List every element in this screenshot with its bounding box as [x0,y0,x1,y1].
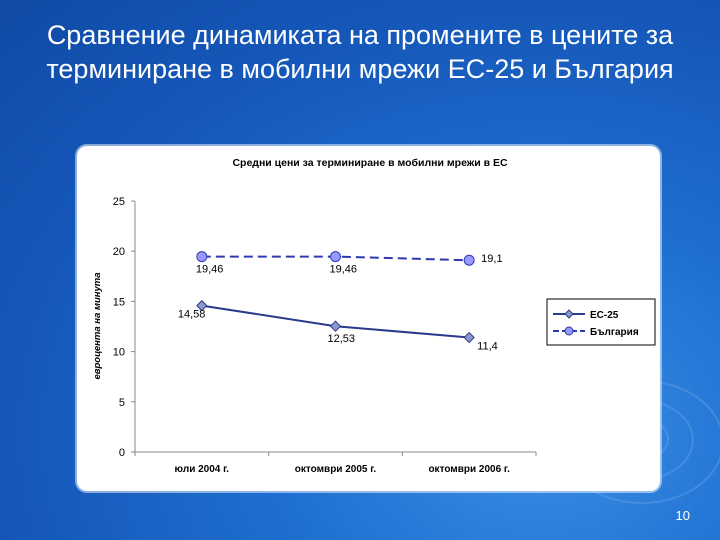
chart-title: Средни цени за терминиране в мобилни мре… [232,157,508,169]
data-label: 12,53 [328,333,356,345]
data-point-diamond [329,320,342,332]
data-label: 19,46 [196,264,224,276]
x-tick-label: октомври 2006 г. [428,464,510,475]
y-tick-label: 25 [113,196,125,208]
page-number: 10 [675,508,690,523]
y-tick-label: 20 [113,246,125,258]
data-point-circle [463,254,475,266]
y-tick-label: 15 [113,296,125,308]
data-point-diamond [463,331,475,344]
legend-box [546,298,656,346]
y-tick-label: 10 [113,347,125,359]
legend: ЕС-25 България [546,298,656,346]
y-tick-label: 5 [119,397,125,409]
data-label: 19,1 [481,253,502,265]
legend-label: България [590,327,639,338]
series-layer: 14,58 12,53 11,4 19,46 19,46 19,1 [178,251,503,353]
chart-card: Средни цени за терминиране в мобилни мре… [77,146,660,491]
data-point-diamond [196,299,208,312]
legend-marker-circle [564,326,574,336]
data-label: 14,58 [178,309,206,321]
y-axis-label: евроцента на минута [92,272,103,379]
y-tick-label: 0 [119,447,125,459]
y-axis-ticks: 0 5 10 15 20 25 [113,196,135,459]
x-tick-label: октомври 2005 г. [295,464,377,475]
legend-label: ЕС-25 [590,310,619,321]
slide-title: Сравнение динамиката на промените в цени… [46,20,674,84]
data-point-circle [330,251,341,263]
legend-marker-diamond [564,309,574,319]
x-axis-ticks: юли 2004 г. октомври 2005 г. октомври 2006… [134,452,537,475]
x-tick-label: юли 2004 г. [175,464,230,475]
data-label: 19,46 [330,264,358,276]
data-point-circle [196,251,208,263]
data-label: 11,4 [477,341,498,353]
line-chart: Средни цени за терминиране в мобилни мре… [92,157,656,475]
